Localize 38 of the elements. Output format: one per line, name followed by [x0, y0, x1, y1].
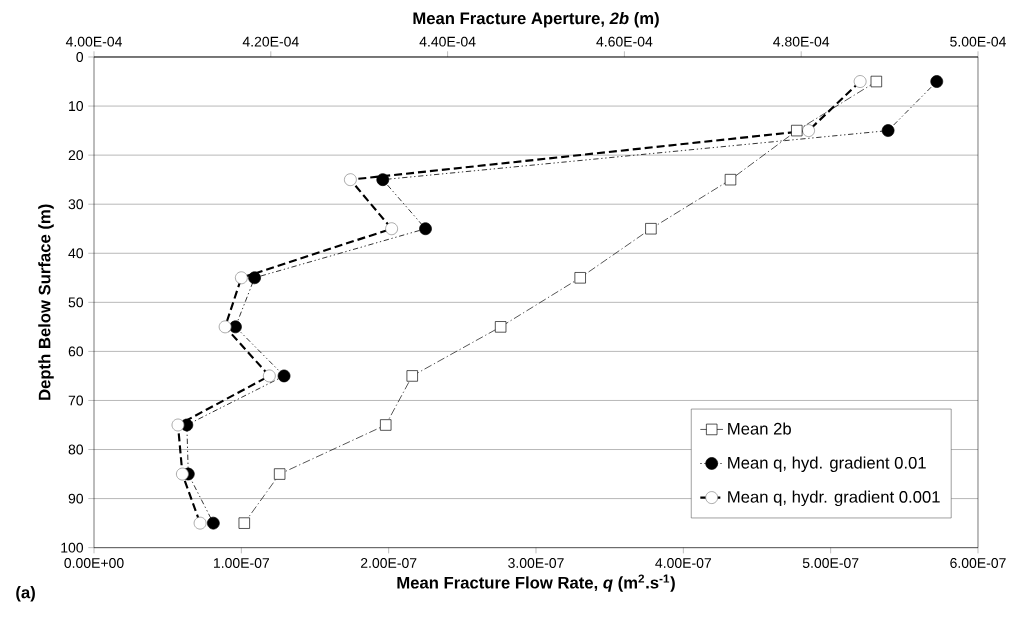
y-tick-label: 20 — [68, 150, 84, 161]
x-tick-label: 2.00E-07 — [360, 558, 417, 568]
x2-tick-label: 4.00E-04 — [65, 36, 122, 47]
x-tick-label: 3.00E-07 — [508, 558, 564, 568]
x-tick-label: 1.00E-07 — [214, 558, 270, 568]
y-tick-label: 60 — [68, 346, 84, 357]
x2-tick-label: 4.80E-04 — [773, 36, 830, 47]
y-tick-label: 0 — [76, 52, 84, 62]
x2-tick-label: 4.60E-04 — [596, 36, 653, 47]
y-tick-label: 90 — [68, 493, 84, 504]
y-tick-label: 40 — [68, 248, 84, 259]
legend-label: Mean q, hydr. gradient 0.001 — [728, 490, 940, 507]
legend-label: Mean 2b — [728, 422, 791, 435]
x-axis-title: Mean Fracture Flow Rate, q (m$^{2}$.s$^{-1}$) — [397, 574, 675, 592]
y-tick-label: 50 — [68, 297, 84, 308]
point — [207, 516, 220, 530]
text: (a) — [16, 586, 35, 602]
y-tick-label: 80 — [68, 444, 84, 455]
x-tick-label: 6.00E-07 — [950, 558, 1006, 568]
point — [419, 222, 432, 236]
y-tick-label: 10 — [69, 101, 84, 112]
point — [376, 173, 390, 186]
x-tick-label: 0.00E+00 — [64, 558, 124, 568]
point — [248, 271, 261, 285]
point — [881, 124, 895, 137]
point — [930, 75, 944, 88]
x2-axis-title: Mean Fracture Aperture, 2b (m) — [413, 11, 659, 28]
x2-tick-label: 4.40E-04 — [419, 36, 476, 47]
x-tick-label: 5.00E-07 — [802, 558, 859, 568]
point — [277, 369, 291, 383]
y-axis-title: Depth Below Surface (m) — [38, 204, 54, 400]
x-tick-label: 4.00E-07 — [655, 558, 712, 568]
legend-label: Mean q, hyd. gradient 0.01 — [728, 456, 926, 472]
y-tick-label: 30 — [68, 199, 84, 210]
y-tick-label: 70 — [68, 395, 84, 406]
y-tick-label: 100 — [61, 542, 84, 553]
x2-tick-label: 4.20E-04 — [242, 36, 299, 47]
x2-tick-label: 5.00E-04 — [950, 36, 1006, 47]
